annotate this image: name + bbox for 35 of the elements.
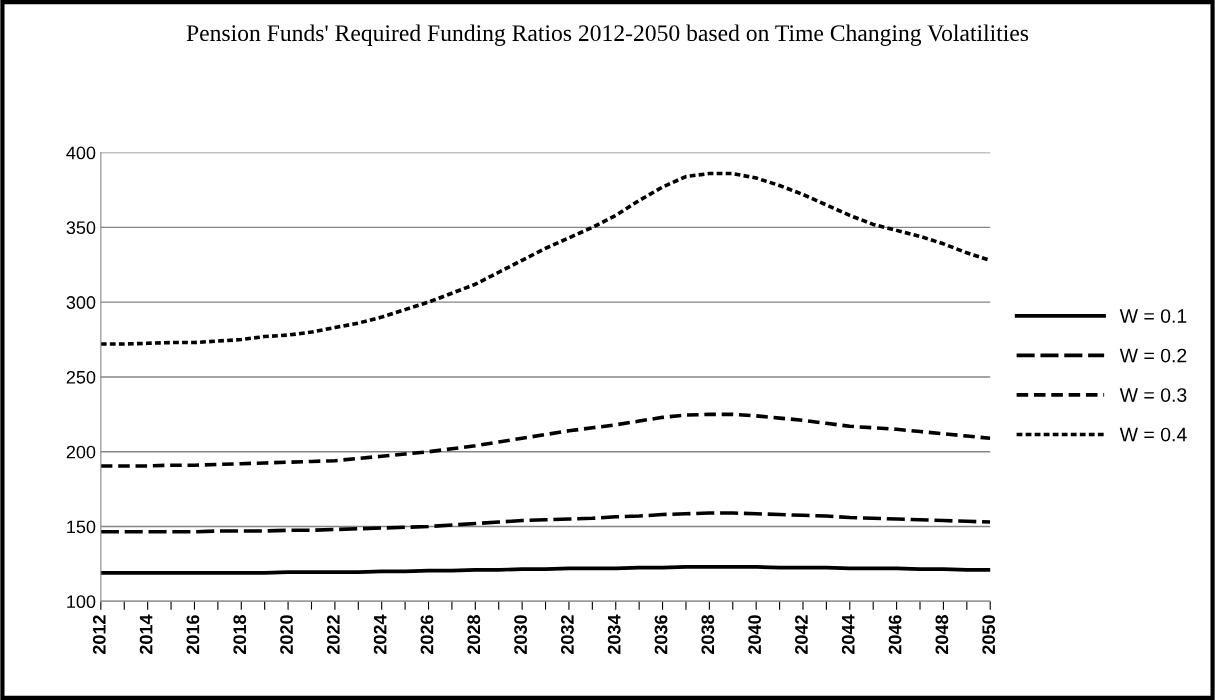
x-tick-label: 2036 — [654, 615, 668, 655]
x-tick-label: 2012 — [92, 615, 106, 655]
y-tick-label: 100 — [67, 595, 96, 609]
x-tick-label: 2032 — [561, 615, 574, 655]
x-tick-label: 2044 — [841, 614, 855, 655]
x-tick-label: 2030 — [514, 615, 527, 655]
line-series — [100, 412, 991, 468]
x-tick-label: 2024 — [373, 614, 387, 655]
x-tick-label: 2042 — [795, 615, 808, 655]
y-tick-label: 400 — [66, 146, 96, 160]
line-series — [100, 171, 991, 346]
y-tick-label: 350 — [66, 221, 96, 235]
legend-label: W = 0.1 — [1119, 309, 1187, 323]
y-tick-label: 150 — [67, 520, 96, 534]
x-tick-label: 2048 — [935, 615, 949, 655]
x-tick-label: 2040 — [748, 615, 762, 655]
legend-label: W = 0.4 — [1119, 427, 1187, 442]
x-tick-label: 2022 — [326, 615, 340, 655]
x-tick-label: 2050 — [982, 615, 996, 655]
y-tick-label: 250 — [66, 370, 96, 384]
x-tick-label: 2026 — [420, 615, 434, 655]
y-tick-label: 200 — [66, 445, 96, 459]
y-tick-label: 300 — [66, 296, 96, 309]
x-tick-label: 2028 — [467, 615, 481, 655]
line-series — [100, 511, 991, 534]
x-tick-label: 2018 — [233, 615, 247, 655]
x-tick-label: 2034 — [607, 614, 621, 655]
x-tick-label: 2046 — [888, 615, 902, 655]
x-tick-label: 2038 — [701, 615, 715, 655]
x-tick-label: 2016 — [186, 615, 200, 655]
chart-title: Pension Funds' Required Funding Ratios 2012-2050 based on Time Changing Volatilities — [186, 24, 1029, 46]
legend-label: W = 0.3 — [1119, 388, 1187, 402]
x-tick-label: 2014 — [139, 614, 153, 655]
x-tick-label: 2020 — [280, 615, 293, 655]
legend-label: W = 0.2 — [1119, 348, 1187, 363]
